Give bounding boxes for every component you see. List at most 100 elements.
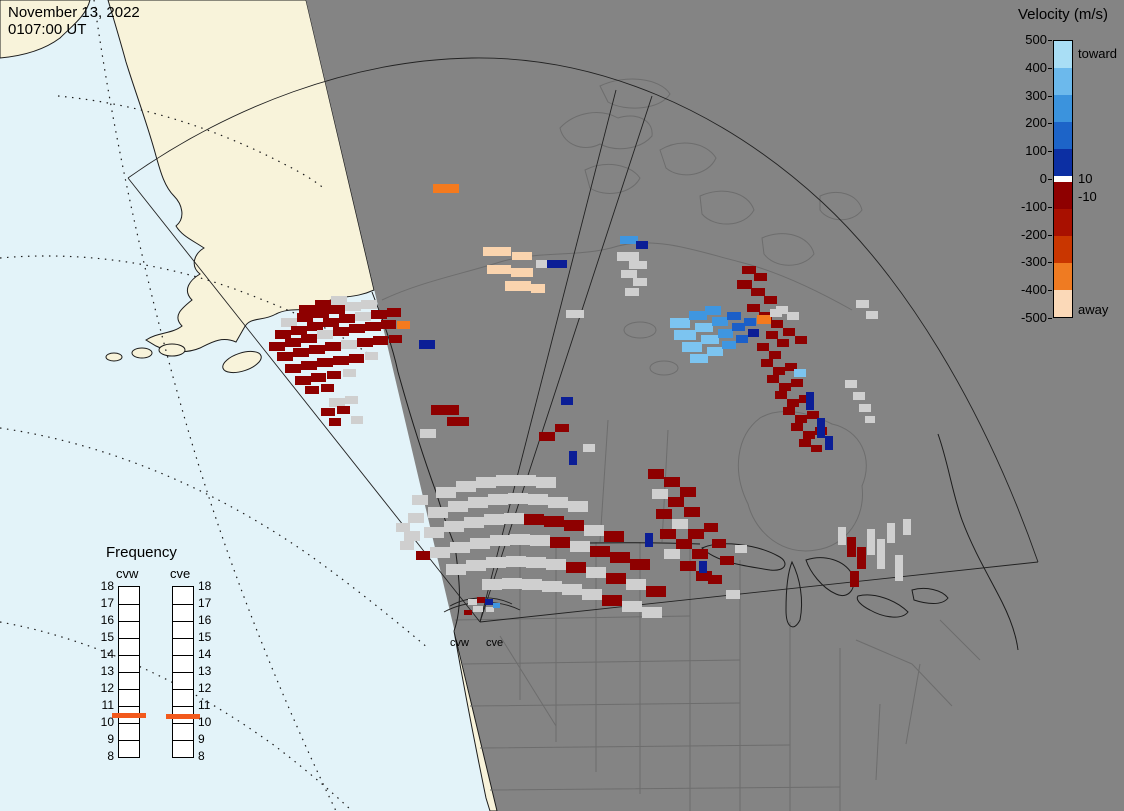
echo-cell	[477, 597, 485, 603]
graticule-arc	[0, 621, 353, 811]
echo-cell	[502, 578, 522, 589]
echo-cell	[672, 519, 688, 529]
echo-cell	[620, 236, 638, 244]
echo-cell	[493, 603, 500, 608]
echo-cell	[668, 497, 684, 507]
state-borders-horizontal	[454, 615, 841, 791]
velocity-tick-mark	[1048, 67, 1052, 69]
echo-cell	[785, 363, 797, 371]
echo-cell	[791, 423, 803, 431]
arctic-island	[599, 78, 671, 109]
frequency-tick-label: 10	[100, 715, 114, 729]
echo-cell	[339, 314, 355, 323]
velocity-color-segment-away	[1054, 236, 1072, 263]
frequency-tick-label: 14	[100, 647, 114, 661]
echo-cell	[656, 509, 672, 519]
echo-cell	[701, 335, 719, 344]
echo-cell	[345, 302, 361, 311]
echo-cell	[531, 284, 545, 293]
echo-cell	[321, 384, 334, 392]
echo-cell	[807, 411, 819, 419]
echo-cell	[692, 549, 708, 559]
echo-cell	[307, 322, 323, 331]
velocity-colorbar	[1053, 40, 1073, 318]
echo-cell	[737, 280, 752, 289]
echo-cell	[695, 323, 713, 332]
echo-cell	[447, 417, 469, 426]
echo-cell	[305, 386, 319, 394]
echo-cell	[794, 369, 806, 377]
echo-cell	[735, 545, 747, 553]
echo-cell	[626, 579, 646, 590]
atlantic-coastline	[937, 433, 1019, 651]
night-land-outlines	[381, 78, 981, 811]
echo-cell	[329, 305, 345, 314]
echo-cell	[536, 260, 548, 268]
echo-cell	[722, 341, 736, 349]
echo-cell	[761, 359, 773, 367]
echo-cell	[351, 416, 363, 424]
frequency-box-divider	[173, 621, 193, 622]
echo-cell	[629, 261, 647, 269]
pacific-coastline-south	[453, 545, 460, 632]
echo-cell	[361, 300, 377, 309]
echo-cell	[751, 288, 765, 296]
echo-cell	[446, 564, 466, 575]
echo-cell	[903, 519, 911, 535]
echo-cell	[321, 408, 335, 416]
velocity-tick-mark	[1048, 206, 1052, 208]
echo-cell	[464, 610, 472, 615]
echo-cell	[779, 383, 791, 391]
echo-cell	[803, 431, 815, 439]
frequency-tick-label: 18	[100, 579, 114, 593]
arctic-island	[819, 192, 863, 221]
velocity-tick-label: 200	[1025, 115, 1047, 131]
frequency-tick-label: 13	[198, 664, 212, 678]
topleft-landmass	[0, 0, 91, 59]
echo-cell	[490, 535, 510, 546]
echo-cell	[466, 560, 486, 571]
frequency-legend-title: Frequency	[106, 544, 177, 561]
echo-cell	[419, 340, 435, 349]
lake-erie	[856, 594, 909, 618]
fov-left-edge	[127, 177, 481, 623]
echo-cell	[670, 318, 690, 328]
lake-michigan	[785, 560, 803, 628]
echo-cell	[357, 338, 373, 347]
echo-cell	[293, 348, 309, 357]
echo-cell	[674, 330, 696, 340]
echo-cell	[511, 268, 533, 277]
cve-frequency-bar	[172, 586, 194, 758]
echo-cell	[468, 497, 488, 508]
echo-cell	[720, 556, 734, 565]
echo-cell	[747, 304, 760, 312]
echo-cell	[547, 260, 567, 268]
echo-cell	[524, 514, 544, 525]
arctic-island	[659, 142, 717, 176]
echo-cell	[522, 579, 542, 590]
echo-cell	[771, 320, 783, 328]
echo-cell	[610, 552, 630, 563]
aleutian-island	[158, 343, 186, 357]
echo-cell	[757, 315, 771, 324]
velocity-tick-label: 300	[1025, 87, 1047, 103]
echo-cell	[783, 407, 795, 415]
echo-cell	[636, 241, 648, 249]
echo-cell	[561, 397, 573, 405]
echo-cell	[275, 330, 291, 339]
echo-cell	[791, 379, 803, 387]
echo-cell	[676, 539, 692, 549]
echo-cell	[689, 311, 707, 320]
echo-cell	[343, 369, 356, 377]
echo-cell	[682, 342, 702, 352]
inner-tick-10: 10	[1078, 171, 1093, 186]
echo-cell	[712, 539, 726, 548]
kodiak-island	[222, 350, 262, 374]
frequency-tick-label: 15	[198, 630, 212, 644]
velocity-color-segment-toward	[1054, 95, 1072, 122]
velocity-color-segment-toward	[1054, 149, 1072, 176]
echo-cell	[485, 599, 493, 605]
echo-cell	[396, 523, 410, 532]
echo-cell	[285, 364, 301, 373]
echo-cell	[845, 380, 857, 388]
